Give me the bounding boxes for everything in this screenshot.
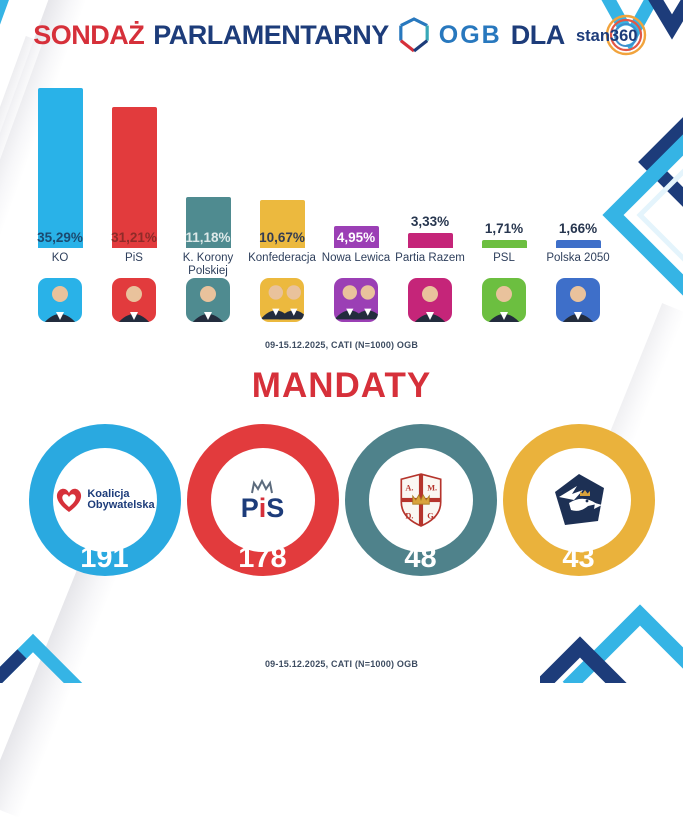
seat-count-konfederacja: 43 <box>562 542 595 574</box>
photo-cell <box>467 278 541 322</box>
value-label: 35,29% <box>37 230 83 245</box>
stan360-logo: stan360 <box>576 14 646 56</box>
ogb-wordmark: OGB <box>438 20 502 49</box>
bar-column: 31,21% PiS <box>97 88 171 280</box>
header: SONDAŻ PARLAMENTARNY OGB DLA stan360 <box>0 13 683 57</box>
pis-letter-p: P <box>240 492 259 523</box>
kkp-shield-icon: A. M. D. G. <box>399 473 442 527</box>
ko-logo-text-line2: Obywatelska <box>87 499 155 511</box>
seat-count-pis: 178 <box>238 542 287 574</box>
seat-circle-ko: Koalicja Obywatelska 191 <box>28 424 181 576</box>
dla-label: DLA <box>510 19 566 50</box>
leader-photo <box>38 278 82 322</box>
value-label: 1,71% <box>484 221 524 236</box>
survey-note-bottom: 09-15.12.2025, CATI (N=1000) OGB <box>264 659 419 669</box>
photo-cell <box>171 278 245 322</box>
seat-circle-konfederacja: 43 <box>502 424 655 576</box>
value-label: 4,95% <box>336 230 376 245</box>
gray-stripe-bottom-left <box>0 561 118 818</box>
konfederacja-logo <box>526 448 631 552</box>
eagle-crown-icon <box>251 478 274 493</box>
stan360-wordmark: stan360 <box>576 27 637 45</box>
bar <box>333 226 379 248</box>
leader-photo <box>112 278 156 322</box>
bar <box>481 240 527 248</box>
party-label: Polska 2050 <box>546 252 610 264</box>
kkp-logo: A. M. D. G. <box>368 448 473 552</box>
ogb-shield-icon <box>398 17 429 53</box>
bar-column: 10,67% Konfederacja <box>245 88 319 280</box>
party-label: K. Korony Polskiej <box>182 252 234 277</box>
bar-column: 11,18% K. Korony Polskiej <box>171 88 245 280</box>
bar <box>555 240 601 248</box>
seat-count-ko: 191 <box>80 542 129 574</box>
bar <box>407 233 453 248</box>
seat-circle-kkp: A. M. D. G. 48 <box>344 424 497 576</box>
bar-column: 4,95% Nowa Lewica <box>319 88 393 280</box>
leaders-photo-strip <box>23 278 615 322</box>
value-label: 11,18% <box>185 230 231 245</box>
heart-icon <box>57 488 82 512</box>
konfederacja-falcon-icon <box>554 474 604 525</box>
bar-column: 1,66% Polska 2050 <box>541 88 615 280</box>
survey-note-mid: 09-15.12.2025, CATI (N=1000) OGB <box>264 340 419 350</box>
party-label: PiS <box>125 252 143 264</box>
party-label: KO <box>51 252 69 264</box>
leader-photo <box>334 278 378 322</box>
bar <box>111 107 157 248</box>
party-label: Nowa Lewica <box>321 252 391 264</box>
seat-circle-pis: PiS 178 <box>186 424 339 576</box>
seat-count-kkp: 48 <box>404 542 437 574</box>
value-label: 10,67% <box>259 230 305 245</box>
photo-cell <box>541 278 615 322</box>
party-label: Partia Razem <box>395 252 465 264</box>
svg-text:G.: G. <box>427 512 436 521</box>
ko-logo: Koalicja Obywatelska <box>52 448 157 552</box>
bar <box>185 197 231 248</box>
leader-photo <box>556 278 600 322</box>
pis-letter-s: S <box>266 492 285 523</box>
title-parlamentarny: PARLAMENTARNY <box>153 19 389 50</box>
party-label: PSL <box>493 252 515 264</box>
pis-logo: PiS <box>210 448 315 552</box>
bar <box>37 88 83 248</box>
photo-cell <box>97 278 171 322</box>
value-label: 3,33% <box>410 214 450 229</box>
leader-photo <box>260 278 304 322</box>
leader-photo <box>408 278 452 322</box>
photo-cell <box>319 278 393 322</box>
leader-photo <box>482 278 526 322</box>
svg-text:D.: D. <box>405 512 413 521</box>
mandaty-title: MANDATY <box>251 366 432 405</box>
leader-photo <box>186 278 230 322</box>
bar <box>259 200 305 248</box>
photo-cell <box>393 278 467 322</box>
svg-text:A.: A. <box>405 484 413 493</box>
corner-chevron-bottom-right <box>540 604 683 683</box>
pis-letter-i: i <box>258 492 267 523</box>
title-sondaz: SONDAŻ <box>33 19 145 50</box>
photo-cell <box>245 278 319 322</box>
seat-circles: Koalicja Obywatelska 191 PiS 178 <box>0 424 683 576</box>
bar-column: 1,71% PSL <box>467 88 541 280</box>
svg-text:M.: M. <box>427 484 437 493</box>
value-label: 1,66% <box>558 221 598 236</box>
bar-column: 35,29% KO <box>23 88 97 280</box>
value-label: 31,21% <box>111 230 157 245</box>
ko-logo-text-line1: Koalicja <box>87 487 130 500</box>
party-label: Konfederacja <box>248 252 316 264</box>
photo-cell <box>23 278 97 322</box>
support-bar-chart: 35,29% KO 31,21% PiS 11,18% K. Korony Polskie… <box>23 88 615 280</box>
bar-column: 3,33% Partia Razem <box>393 88 467 280</box>
